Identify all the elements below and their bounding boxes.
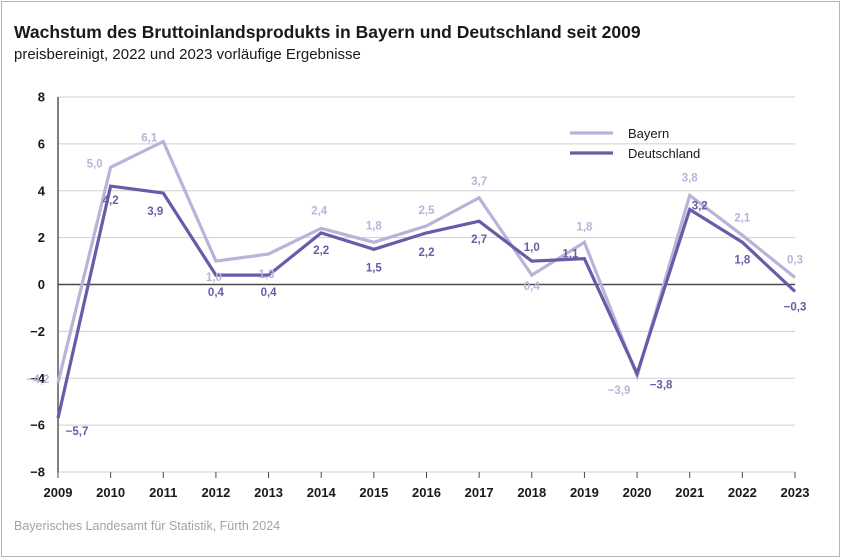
x-tick-label: 2009 — [44, 485, 73, 500]
data-label-deutschland: 3,2 — [692, 201, 708, 213]
y-tick-label: 8 — [38, 90, 45, 105]
data-label-bayern: 0,4 — [524, 281, 541, 293]
data-label-bayern: 1,8 — [366, 220, 383, 232]
data-label-deutschland: 0,4 — [261, 287, 278, 299]
data-label-deutschland: 1,5 — [366, 262, 383, 274]
data-label-bayern: 2,1 — [734, 212, 751, 224]
chart-title: Wachstum des Bruttoinlandsprodukts in Ba… — [14, 22, 641, 42]
x-tick-label: 2013 — [254, 485, 283, 500]
x-tick-label: 2020 — [623, 485, 652, 500]
x-tick-label: 2017 — [465, 485, 494, 500]
y-tick-label: −6 — [30, 418, 45, 433]
data-label-deutschland: 2,2 — [313, 245, 329, 257]
data-label-bayern: 2,5 — [419, 205, 436, 217]
x-tick-label: 2012 — [201, 485, 230, 500]
data-label-bayern: 2,4 — [311, 205, 328, 217]
series-line-deutschland — [56, 184, 797, 419]
data-label-bayern: −4,2 — [27, 374, 50, 386]
legend-label-deutschland: Deutschland — [628, 146, 700, 161]
data-label-deutschland: 2,2 — [419, 247, 435, 259]
data-label-deutschland: 0,4 — [208, 287, 225, 299]
x-tick-label: 2022 — [728, 485, 757, 500]
x-tick-label: 2014 — [307, 485, 337, 500]
data-label-bayern: 0,3 — [787, 254, 803, 266]
y-tick-label: −8 — [30, 465, 45, 480]
x-tick-label: 2015 — [359, 485, 388, 500]
data-label-bayern: 3,7 — [471, 176, 487, 188]
data-label-deutschland: −3,8 — [650, 380, 673, 392]
data-label-bayern: 3,8 — [682, 172, 699, 184]
data-label-bayern: 1,3 — [259, 269, 275, 281]
x-tick-label: 2019 — [570, 485, 599, 500]
y-tick-label: 6 — [38, 136, 45, 151]
legend-label-bayern: Bayern — [628, 126, 669, 141]
x-tick-label: 2021 — [675, 485, 704, 500]
x-tick-label: 2011 — [149, 485, 177, 500]
chart-subtitle: preisbereinigt, 2022 und 2023 vorläufige… — [14, 46, 361, 63]
data-label-bayern: 1,0 — [206, 272, 222, 284]
data-label-deutschland: −5,7 — [66, 426, 89, 438]
y-tick-label: −4 — [30, 371, 46, 386]
data-label-bayern: 6,1 — [141, 133, 158, 145]
data-label-deutschland: 1,1 — [562, 249, 579, 261]
data-label-bayern: 1,8 — [576, 221, 593, 233]
y-tick-label: 0 — [38, 277, 45, 292]
x-tick-label: 2023 — [781, 485, 810, 500]
x-tick-label: 2018 — [517, 485, 546, 500]
y-tick-label: 4 — [38, 183, 46, 198]
series-line-bayern — [56, 139, 797, 384]
data-label-deutschland: −0,3 — [784, 302, 807, 314]
source-note: Bayerisches Landesamt für Statistik, Für… — [14, 519, 281, 533]
x-tick-label: 2016 — [412, 485, 441, 500]
data-label-deutschland: 2,7 — [471, 234, 487, 246]
data-label-bayern: −3,9 — [608, 385, 631, 397]
data-label-deutschland: 4,2 — [103, 195, 119, 207]
data-label-deutschland: 1,8 — [734, 254, 751, 266]
data-label-deutschland: 3,9 — [147, 206, 163, 218]
data-label-deutschland: 1,0 — [524, 242, 540, 254]
x-tick-label: 2010 — [96, 485, 125, 500]
y-tick-label: −2 — [30, 324, 45, 339]
data-label-bayern: 5,0 — [87, 158, 103, 170]
y-tick-label: 2 — [38, 230, 45, 245]
